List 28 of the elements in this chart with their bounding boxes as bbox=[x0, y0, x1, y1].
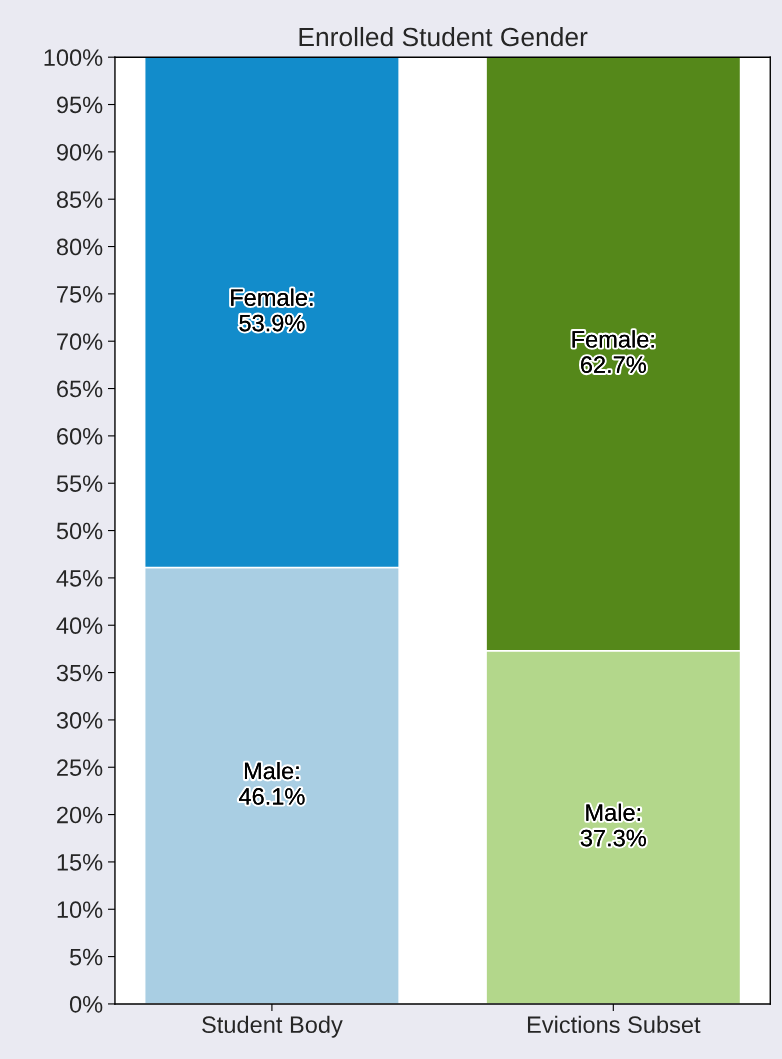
y-tick-label: 75% bbox=[57, 286, 103, 303]
y-tick-label: 95% bbox=[57, 96, 103, 114]
data-label: Female: 62.7% bbox=[572, 330, 654, 374]
y-tick-label: 10% bbox=[57, 901, 103, 919]
data-label: Female: 53.9% bbox=[231, 288, 313, 332]
y-tick-label: 15% bbox=[57, 854, 103, 871]
y-tick-label: 45% bbox=[56, 570, 103, 587]
y-tick-label: 85% bbox=[56, 191, 103, 208]
x-tick-label: Student Body bbox=[202, 1015, 343, 1038]
chart-title: Enrolled Student Gender bbox=[299, 26, 588, 47]
data-label: Male: 46.1% bbox=[238, 761, 305, 805]
x-tick-label: Evictions Subset bbox=[527, 1015, 701, 1034]
data-label: Male: 37.3% bbox=[580, 803, 646, 847]
y-tick-label: 60% bbox=[57, 427, 103, 445]
y-tick-label: 40% bbox=[56, 617, 103, 635]
y-tick-label: 90% bbox=[57, 143, 103, 161]
y-tick-label: 55% bbox=[56, 475, 103, 493]
y-tick-label: 80% bbox=[56, 238, 103, 256]
y-tick-label: 30% bbox=[56, 711, 103, 729]
y-tick-label: 25% bbox=[57, 759, 103, 777]
y-tick-label: 0% bbox=[69, 996, 103, 1013]
y-tick-label: 5% bbox=[69, 948, 103, 966]
y-tick-label: 50% bbox=[56, 522, 103, 540]
y-tick-label: 70% bbox=[57, 333, 103, 350]
y-tick-label: 65% bbox=[57, 380, 103, 398]
y-tick-label: 100% bbox=[44, 49, 103, 66]
y-tick-label: 35% bbox=[56, 664, 103, 682]
y-tick-label: 20% bbox=[57, 806, 103, 824]
